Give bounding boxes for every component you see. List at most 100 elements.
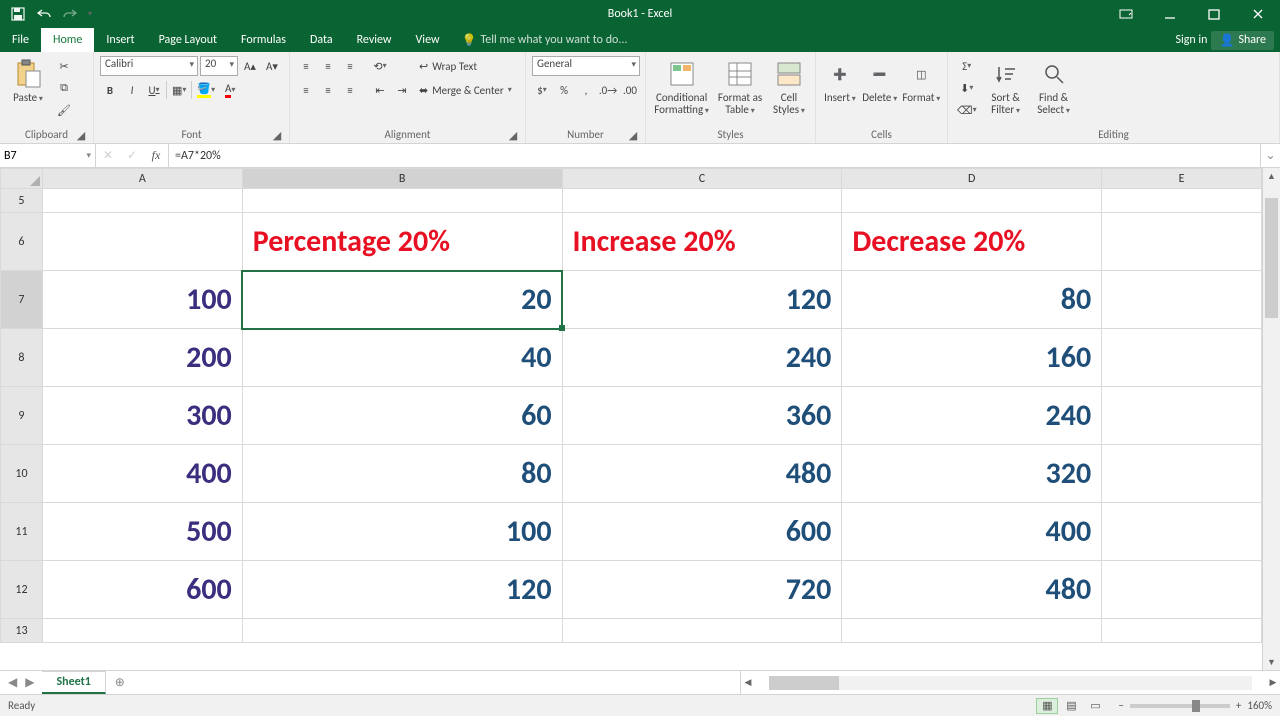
format-as-table-button[interactable]: Format as Table [715,56,765,116]
sort-filter-button[interactable]: Sort & Filter [984,56,1028,116]
undo-icon[interactable] [32,2,56,26]
expand-formula-bar-icon[interactable]: ⌄ [1260,144,1280,167]
cell[interactable] [1102,271,1262,329]
cell[interactable]: 100 [242,503,562,561]
cell[interactable]: 120 [242,561,562,619]
cell-styles-button[interactable]: Cell Styles [769,56,809,116]
cell[interactable]: 300 [42,387,242,445]
maximize-icon[interactable] [1192,0,1236,28]
cell[interactable]: 160 [842,329,1102,387]
comma-format-button[interactable]: , [576,80,596,100]
italic-button[interactable]: I [122,80,142,100]
row-header[interactable]: 12 [1,561,43,619]
row-header[interactable]: 11 [1,503,43,561]
zoom-slider[interactable] [1130,704,1230,708]
cell[interactable] [842,189,1102,213]
tab-data[interactable]: Data [298,28,345,52]
tab-review[interactable]: Review [345,28,404,52]
bold-button[interactable]: B [100,80,120,100]
cell[interactable]: 240 [842,387,1102,445]
align-right-button[interactable]: ≡ [340,80,360,100]
cell[interactable] [1102,445,1262,503]
cell[interactable]: 320 [842,445,1102,503]
tab-file[interactable]: File [0,28,41,52]
scroll-right-icon[interactable]: ▶ [1266,677,1280,688]
column-header[interactable]: A [42,169,242,189]
accounting-format-button[interactable]: $ [532,80,552,100]
align-left-button[interactable]: ≡ [296,80,316,100]
tab-page-layout[interactable]: Page Layout [147,28,229,52]
formula-input[interactable]: =A7*20% [169,144,1260,167]
zoom-out-button[interactable]: − [1118,699,1123,712]
close-icon[interactable] [1236,0,1280,28]
format-painter-button[interactable]: 🖌 [54,100,74,120]
cell[interactable]: 20 [242,271,562,329]
merge-center-button[interactable]: ⬌Merge & Center [416,80,526,100]
cell[interactable] [242,619,562,643]
cell[interactable]: 60 [242,387,562,445]
cell[interactable]: 240 [562,329,842,387]
dialog-launcher-icon[interactable]: ◢ [507,129,519,141]
number-format-select[interactable]: General [532,56,640,76]
align-center-button[interactable]: ≡ [318,80,338,100]
save-icon[interactable] [6,2,30,26]
scroll-up-icon[interactable]: ▲ [1263,168,1280,184]
align-bottom-button[interactable]: ≡ [340,56,360,76]
decrease-decimal-button[interactable]: .00 [620,80,640,100]
column-header[interactable]: B [242,169,562,189]
cell[interactable]: 720 [562,561,842,619]
minimize-icon[interactable] [1148,0,1192,28]
autosum-button[interactable]: Σ [954,56,980,76]
cell[interactable]: 400 [42,445,242,503]
chevron-right-icon[interactable]: ▶ [25,675,34,690]
column-header[interactable]: D [842,169,1102,189]
sheet-tab-active[interactable]: Sheet1 [42,671,105,694]
dialog-launcher-icon[interactable]: ◢ [627,129,639,141]
cell[interactable] [562,189,842,213]
align-top-button[interactable]: ≡ [296,56,316,76]
cell[interactable] [1102,503,1262,561]
tab-formulas[interactable]: Formulas [229,28,298,52]
cell[interactable] [42,189,242,213]
sheet-nav[interactable]: ◀▶ [0,671,42,694]
column-header[interactable]: C [562,169,842,189]
conditional-formatting-button[interactable]: Conditional Formatting [652,56,711,116]
cell[interactable] [1102,387,1262,445]
font-size-select[interactable]: 20 [200,56,238,76]
row-header[interactable]: 5 [1,189,43,213]
cell[interactable]: Decrease 20% [842,213,1102,271]
scroll-down-icon[interactable]: ▼ [1263,654,1280,670]
zoom-level[interactable]: 160% [1247,699,1272,712]
name-box[interactable]: B7 [0,144,96,167]
increase-font-button[interactable]: A▴ [240,56,260,76]
tab-insert[interactable]: Insert [94,28,146,52]
underline-button[interactable]: U [144,80,164,100]
dialog-launcher-icon[interactable]: ◢ [271,129,283,141]
row-header[interactable]: 6 [1,213,43,271]
cell[interactable] [1102,619,1262,643]
cell[interactable]: 600 [42,561,242,619]
tab-home[interactable]: Home [41,28,94,52]
cell[interactable]: 360 [562,387,842,445]
fx-icon[interactable]: fx [144,148,168,163]
view-normal-button[interactable]: ▦ [1036,698,1058,714]
column-header[interactable]: E [1102,169,1262,189]
cell[interactable] [1102,189,1262,213]
ribbon-options-icon[interactable] [1104,0,1148,28]
wrap-text-button[interactable]: ↩Wrap Text [416,56,526,76]
cell[interactable]: 120 [562,271,842,329]
hscroll-thumb[interactable] [769,676,839,690]
cell[interactable]: 100 [42,271,242,329]
row-header[interactable]: 8 [1,329,43,387]
paste-button[interactable]: Paste [6,56,50,104]
cell[interactable] [562,619,842,643]
cell[interactable] [242,189,562,213]
border-button[interactable]: ▦ [169,80,189,100]
tell-me[interactable]: 💡 Tell me what you want to do... [462,28,628,52]
redo-icon[interactable] [58,2,82,26]
row-header[interactable]: 7 [1,271,43,329]
scroll-thumb[interactable] [1265,198,1278,318]
cell[interactable]: Increase 20% [562,213,842,271]
horizontal-scrollbar[interactable]: ◀ ▶ [740,671,1280,694]
cell[interactable] [1102,561,1262,619]
